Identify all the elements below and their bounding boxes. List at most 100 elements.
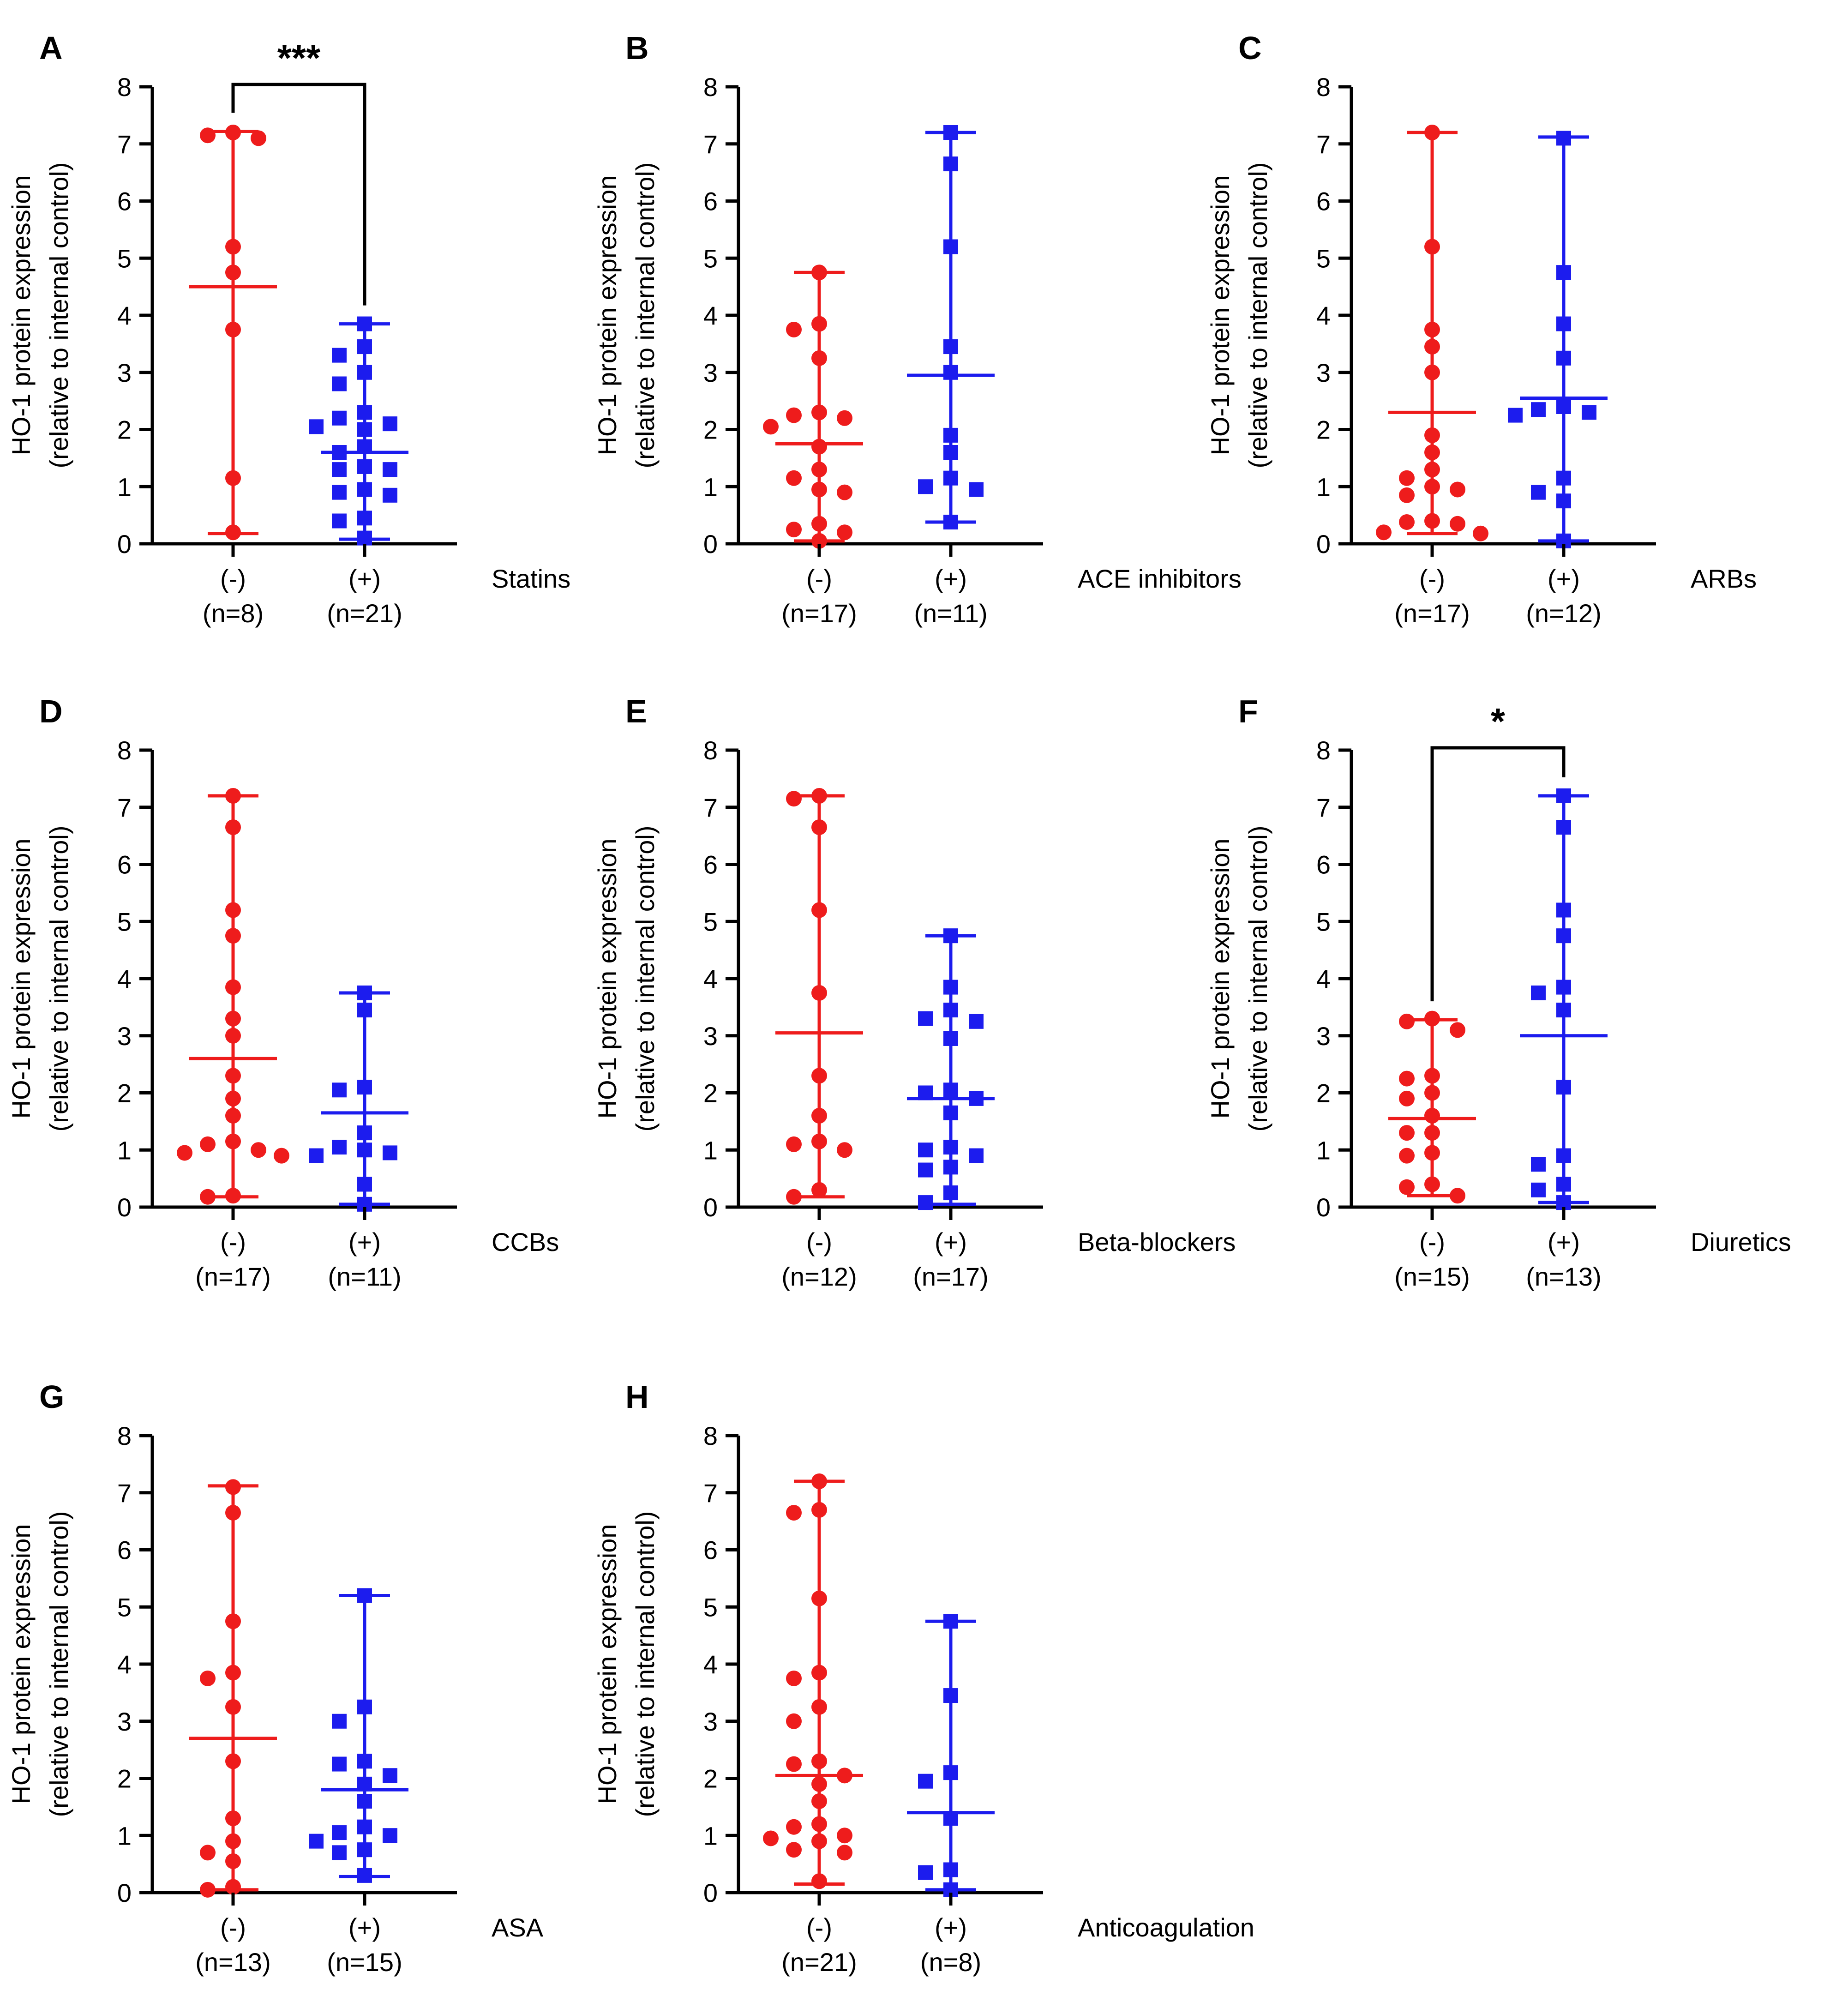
y-tick-label: 3 [703,358,718,387]
data-point [357,365,372,380]
y-tick-label: 3 [117,358,132,387]
category-label: (-) [220,1913,246,1942]
y-axis-label: HO-1 protein expression (relative to inte… [593,1511,660,1817]
data-point [225,1810,241,1827]
data-point [763,1830,779,1846]
y-tick-label: 1 [117,1136,132,1165]
category-n-label: (n=12) [1526,599,1601,628]
data-point [943,980,958,995]
data-point [357,405,372,420]
data-point [225,1613,241,1629]
y-tick-label: 3 [1316,1022,1331,1051]
y-tick-label: 2 [117,415,132,445]
data-point [357,1588,372,1603]
panel-E: E 0 1 2 3 4 5 6 7 8 HO-1 protein expression (relati… [593,693,1236,1291]
category-label: (-) [806,564,832,593]
y-tick-label: 5 [1316,907,1331,936]
data-point [225,1753,241,1769]
data-point [200,127,216,144]
y-tick-label: 5 [703,244,718,273]
panel-label: C [1238,30,1262,66]
category-label: (-) [806,1913,832,1942]
y-tick-label: 1 [117,472,132,501]
y-tick-label: 8 [703,736,718,765]
data-point [811,902,827,918]
y-tick-label: 3 [1316,358,1331,387]
data-point [786,1670,802,1686]
panel-label: H [625,1379,649,1415]
data-point [177,1145,192,1161]
data-point [1508,408,1523,423]
y-tick-label: 2 [117,1764,132,1793]
panel-label: F [1238,693,1258,729]
data-point [200,1882,216,1898]
data-point [1399,1148,1415,1164]
data-point [811,350,827,366]
data-point [1399,487,1415,503]
y-axis-label-line: HO-1 protein expression [593,1524,622,1804]
y-axis-label-line: (relative to internal control) [630,162,660,469]
data-point [918,1865,933,1880]
data-point [225,239,241,255]
data-point [943,339,958,355]
data-point [943,1765,958,1780]
drug-label: ACE inhibitors [1078,564,1242,593]
category-n-label: (n=12) [781,1262,857,1291]
y-axis-label-line: HO-1 protein expression [6,839,36,1119]
category-n-label: (n=8) [203,599,264,628]
data-point [1473,525,1488,541]
data-point [332,485,347,500]
group-minus [189,1479,277,1898]
y-axis-label-line: HO-1 protein expression [6,1524,36,1804]
data-point [811,1793,827,1809]
group-plus [309,1588,408,1883]
data-point [1531,485,1546,500]
y-tick-label: 7 [117,130,132,159]
data-point [811,439,827,455]
data-point [357,530,372,546]
group-plus [1508,131,1608,548]
data-point [837,484,852,500]
data-point [1424,445,1440,460]
data-point [1556,265,1571,280]
data-point [1531,1157,1546,1172]
y-tick-label: 8 [703,1421,718,1450]
panel-B: B 0 1 2 3 4 5 6 7 8 HO-1 protein expression (relati… [593,30,1242,628]
y-tick-label: 4 [703,301,718,330]
category-label: (+) [348,1913,381,1942]
drug-label: Anticoagulation [1078,1913,1254,1942]
data-point [357,985,372,1000]
group-plus [309,985,408,1212]
y-tick-label: 5 [703,907,718,936]
group-minus [189,125,277,541]
data-point [1556,902,1571,918]
data-point [1399,1090,1415,1106]
data-point [786,1713,802,1729]
data-point [332,1825,347,1840]
y-axis-label: HO-1 protein expression (relative to inte… [6,826,73,1132]
data-point [1424,462,1440,478]
data-point [918,1011,933,1026]
data-point [1556,316,1571,331]
y-axis-label-line: (relative to internal control) [44,826,73,1132]
data-point [1424,1068,1440,1084]
y-tick-label: 7 [703,1479,718,1508]
y-axis-label-line: (relative to internal control) [630,826,660,1132]
data-point [1556,980,1571,995]
data-point [383,416,397,432]
group-minus [763,265,863,549]
data-point [1450,1022,1465,1038]
data-point [200,1845,216,1861]
data-point [1556,788,1571,803]
data-point [1424,513,1440,529]
data-point [225,1479,241,1495]
data-point [383,1828,397,1843]
category-n-label: (n=21) [781,1948,857,1977]
y-tick-label: 4 [117,1650,132,1679]
data-point [332,376,347,391]
group-minus [1388,1010,1476,1204]
data-point [225,788,241,804]
data-point [943,514,958,529]
category-n-label: (n=13) [1526,1262,1601,1291]
panel-label: E [625,693,647,729]
